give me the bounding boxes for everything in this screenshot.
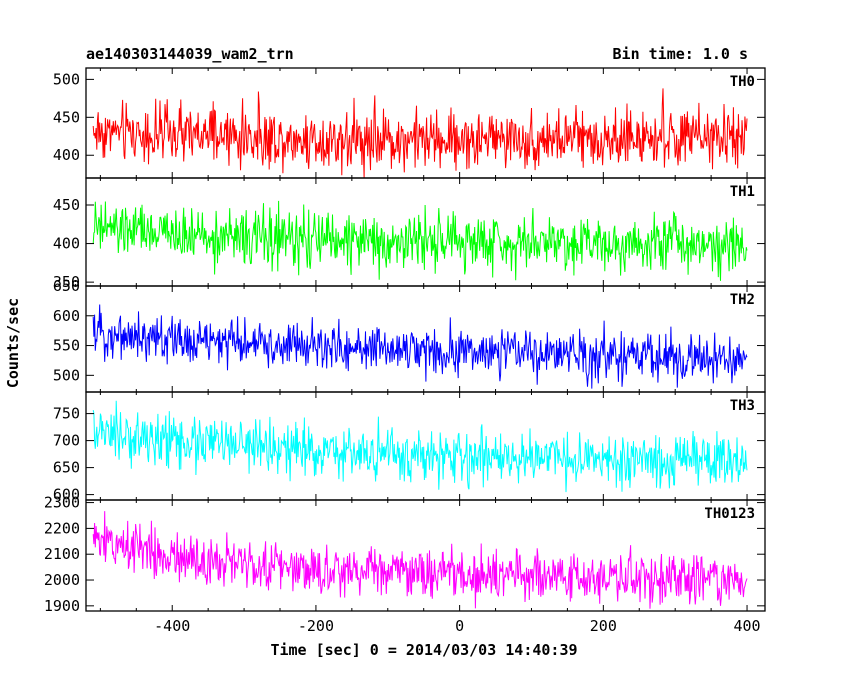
- x-tick-label: -200: [298, 617, 334, 635]
- panel-th0: 400 450 500 TH0: [53, 67, 766, 179]
- panels-group: 400 450 500 TH0 350 400 450 TH1 500 550 600 650 TH2 6…: [44, 67, 766, 635]
- series-line-th0123: [92, 511, 748, 609]
- panel-th2: 500 550 600 650 TH2: [53, 277, 766, 393]
- y-tick-label: 2300: [44, 494, 80, 512]
- x-tick-label: 200: [590, 617, 617, 635]
- y-tick-label: 400: [53, 235, 80, 253]
- y-tick-label: 2000: [44, 571, 80, 589]
- series-line-th1: [92, 200, 748, 281]
- y-tick-label: 700: [53, 432, 80, 450]
- y-tick-label: 2100: [44, 545, 80, 563]
- panel-label-th1: TH1: [730, 184, 755, 200]
- chart-title: ae140303144039_wam2_trn: [86, 45, 294, 63]
- chart-subtitle: Bin time: 1.0 s: [613, 45, 748, 63]
- y-tick-label: 400: [53, 146, 80, 164]
- y-tick-label: 1900: [44, 597, 80, 615]
- x-tick-label: -400: [154, 617, 190, 635]
- x-tick-label: 400: [733, 617, 760, 635]
- y-tick-label: 500: [53, 70, 80, 88]
- x-axis-label: Time [sec] 0 = 2014/03/03 14:40:39: [270, 641, 577, 659]
- y-tick-label: 2200: [44, 519, 80, 537]
- series-line-th0: [92, 88, 748, 178]
- series-line-th2: [92, 304, 748, 389]
- panel-th3: 600 650 700 750 TH3: [53, 391, 766, 504]
- panel-frame: [85, 499, 766, 612]
- panel-label-th2: TH2: [730, 292, 755, 308]
- y-tick-label: 600: [53, 307, 80, 325]
- series-line-th3: [92, 400, 748, 493]
- y-tick-label: 450: [53, 196, 80, 214]
- y-tick-label: 600: [53, 486, 80, 504]
- y-tick-label: 350: [53, 273, 80, 291]
- y-tick-label: 650: [53, 459, 80, 477]
- y-axis-label: Counts/sec: [4, 298, 22, 388]
- y-tick-label: 650: [53, 277, 80, 295]
- y-tick-label: 500: [53, 366, 80, 384]
- panel-label-th0: TH0: [730, 74, 755, 90]
- panel-frame: [85, 391, 766, 501]
- panel-label-th0123: TH0123: [704, 506, 755, 522]
- panel-th0123: 1900 2000 2100 2200 2300 TH0123: [44, 494, 766, 615]
- y-tick-label: 450: [53, 108, 80, 126]
- panel-th1: 350 400 450 TH1: [53, 177, 766, 291]
- y-tick-label: 750: [53, 405, 80, 423]
- y-tick-label: 550: [53, 337, 80, 355]
- x-tick-label: 0: [455, 617, 464, 635]
- panel-label-th3: TH3: [730, 398, 755, 414]
